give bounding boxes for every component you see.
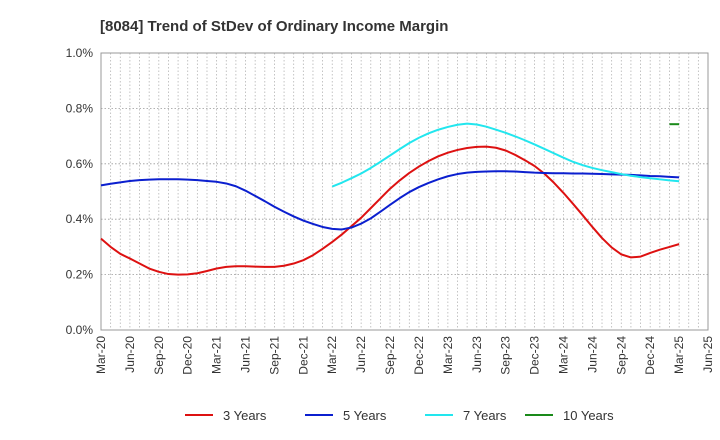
legend-label: 10 Years xyxy=(563,408,614,423)
x-tick-label: Mar-23 xyxy=(441,336,455,374)
x-grid xyxy=(110,53,699,330)
legend-label: 7 Years xyxy=(463,408,507,423)
chart-title: [8084] Trend of StDev of Ordinary Income… xyxy=(100,18,448,35)
x-tick-label: Jun-22 xyxy=(354,336,368,373)
series-line-7-years xyxy=(331,122,680,188)
x-tick-label: Jun-23 xyxy=(470,336,484,373)
x-tick-label: Jun-20 xyxy=(123,336,137,373)
x-tick-label: Dec-20 xyxy=(181,336,195,375)
plot-area xyxy=(101,53,708,330)
y-tick-label: 0.4% xyxy=(66,212,94,226)
x-tick-label: Mar-21 xyxy=(210,336,224,374)
series-lines xyxy=(100,122,680,276)
x-tick-label: Dec-24 xyxy=(643,336,657,375)
x-tick-label: Mar-24 xyxy=(556,336,570,374)
y-tick-label: 0.8% xyxy=(66,101,94,115)
legend-label: 5 Years xyxy=(343,408,387,423)
x-tick-label: Mar-20 xyxy=(94,336,108,374)
series-line-5-years xyxy=(100,170,680,231)
series-line-3-years xyxy=(100,145,680,276)
legend-label: 3 Years xyxy=(223,408,267,423)
x-axis: Mar-20 Jun-20 Sep-20 Dec-20 Mar-21 Jun-21 Sep-… xyxy=(94,336,715,375)
y-tick-label: 0.2% xyxy=(66,268,94,282)
y-tick-label: 0.0% xyxy=(66,323,94,337)
x-tick-label: Dec-23 xyxy=(528,336,542,375)
x-tick-label: Sep-22 xyxy=(383,336,397,375)
legend: 3 Years 5 Years 7 Years 10 Years xyxy=(185,408,614,423)
x-tick-label: Dec-21 xyxy=(296,336,310,375)
x-tick-label: Sep-21 xyxy=(267,336,281,375)
y-tick-label: 0.6% xyxy=(66,157,94,171)
x-tick-label: Sep-23 xyxy=(499,336,513,375)
x-tick-label: Sep-24 xyxy=(614,336,628,375)
x-tick-label: Jun-25 xyxy=(701,336,715,373)
x-tick-label: Sep-20 xyxy=(152,336,166,375)
y-axis: 0.0% 0.2% 0.4% 0.6% 0.8% 1.0% xyxy=(66,46,94,337)
x-tick-label: Mar-22 xyxy=(325,336,339,374)
plot-border xyxy=(100,52,709,331)
y-tick-label: 1.0% xyxy=(66,46,94,60)
x-tick-label: Jun-24 xyxy=(585,336,599,373)
x-tick-label: Mar-25 xyxy=(672,336,686,374)
x-tick-label: Jun-21 xyxy=(239,336,253,373)
x-tick-label: Dec-22 xyxy=(412,336,426,375)
